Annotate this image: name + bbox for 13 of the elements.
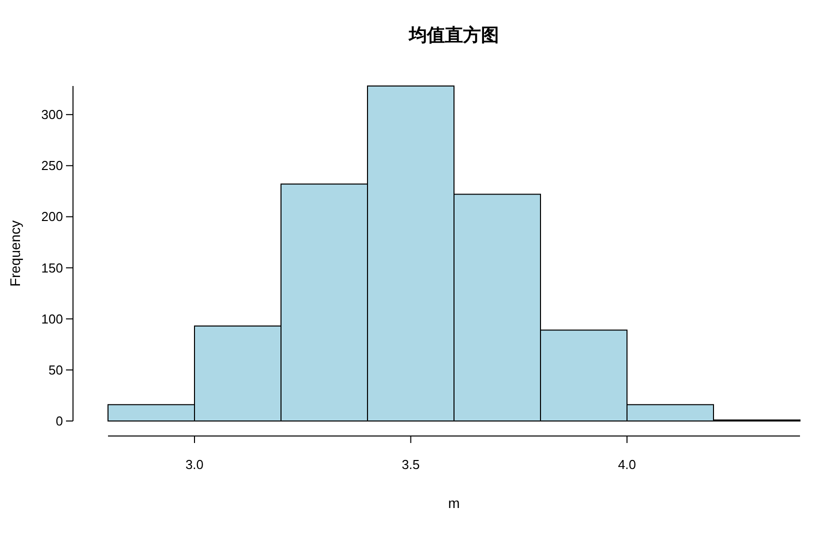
y-tick-label: 300: [41, 107, 63, 122]
x-tick-label: 3.5: [402, 457, 420, 472]
y-axis-title: Frequency: [7, 220, 23, 287]
y-tick-label: 200: [41, 209, 63, 224]
y-tick-label: 250: [41, 158, 63, 174]
x-axis-title: m: [448, 495, 460, 511]
y-tick-label: 150: [41, 260, 63, 276]
y-tick-label: 50: [48, 362, 63, 378]
y-tick-label: 0: [56, 414, 63, 428]
x-tick-label: 3.0: [185, 457, 204, 472]
chart-title: 均值直方图: [408, 25, 499, 46]
y-tick-label: 100: [41, 311, 63, 326]
x-tick-label: 4.0: [618, 457, 636, 472]
